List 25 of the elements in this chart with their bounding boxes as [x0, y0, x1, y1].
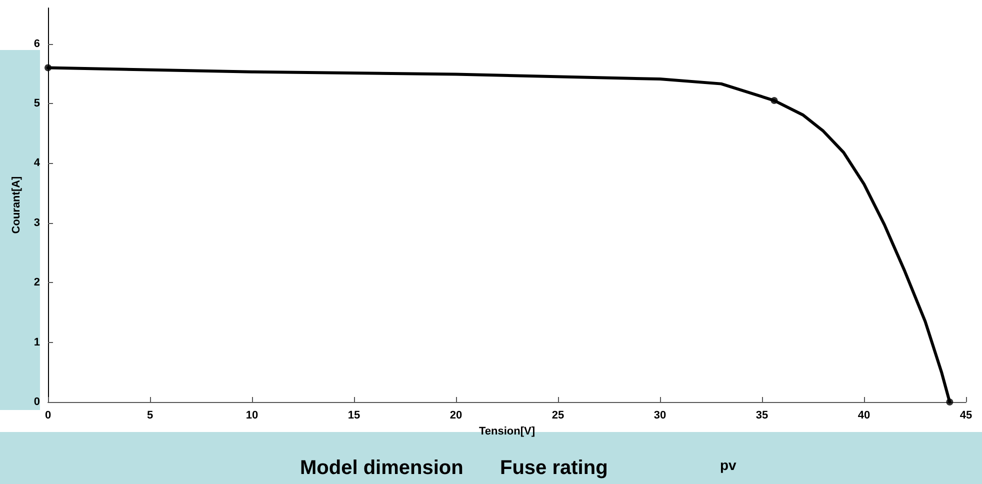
y-tick-label: 2 — [34, 276, 40, 289]
x-tick-label: 0 — [44, 410, 52, 422]
y-tick-label: 3 — [34, 216, 40, 229]
x-tick-label: 5 — [146, 410, 154, 422]
x-axis-title: Tension[V] — [478, 425, 536, 438]
x-tick-label: 45 — [960, 410, 972, 422]
x-tick-label: 35 — [756, 410, 768, 422]
point — [44, 64, 52, 72]
y-axis-title: Courant[A] — [10, 176, 22, 234]
text: Fuse rating — [500, 457, 608, 479]
y-tick-label: 0 — [34, 396, 40, 408]
x-tick-label: 30 — [654, 410, 666, 422]
text: pv — [720, 457, 737, 473]
point — [946, 398, 954, 406]
x-tick-label: 15 — [348, 410, 360, 422]
x-tick-label: 40 — [858, 410, 870, 422]
x-tick-label: 20 — [450, 410, 462, 422]
x-tick-label: 25 — [552, 410, 564, 422]
y-tick-label: 5 — [34, 98, 40, 110]
point — [770, 97, 778, 104]
x-tick-label: 10 — [246, 410, 258, 422]
y-tick-label: 1 — [34, 336, 40, 348]
y-tick-label: 4 — [34, 157, 41, 170]
text: Model dimension — [300, 457, 464, 479]
y-tick-label: 6 — [34, 38, 40, 50]
